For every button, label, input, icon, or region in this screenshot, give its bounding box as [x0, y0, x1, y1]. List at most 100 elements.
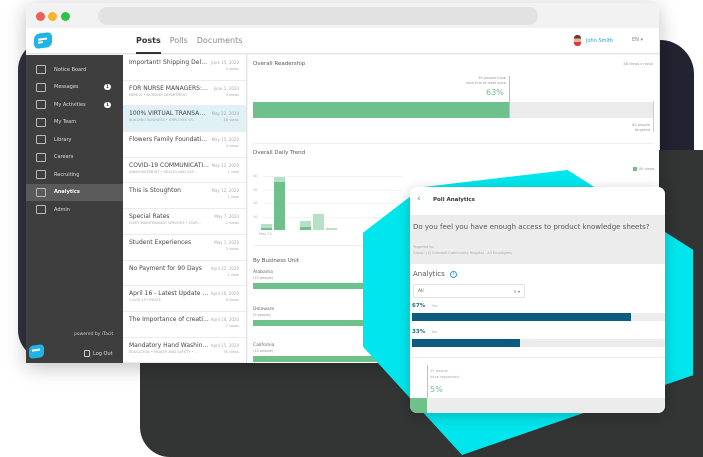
gridline	[263, 217, 403, 218]
post-category: EDUCATION • HEALTH AND SAFETY • ...	[129, 349, 199, 354]
responded-count-sub: have responded	[430, 375, 459, 379]
avatar	[574, 35, 581, 46]
responded-count: 15 people	[430, 369, 448, 373]
poll-analytics-card: ‹ Poll Analytics Do you feel you have en…	[410, 187, 665, 413]
post-views: 48 views	[223, 118, 239, 123]
filter-select[interactable]: All × ▾	[413, 284, 525, 298]
list-item[interactable]: Special Rates FLEET MAINTENANCE SERVICES …	[123, 209, 246, 235]
readership-percent: 63%	[486, 88, 504, 97]
messages-icon	[36, 82, 46, 92]
close-window-button[interactable]	[36, 12, 45, 21]
info-icon[interactable]: i	[449, 270, 457, 278]
post-views: 30 views	[223, 349, 239, 354]
top-navigation: Posts Polls Documents John Smith EN ▾	[26, 28, 659, 54]
sidebar-item-admin[interactable]: Admin	[26, 201, 123, 219]
post-views: 1 view	[227, 195, 239, 200]
sidebar-item-library[interactable]: Library	[26, 131, 123, 149]
minimize-window-button[interactable]	[48, 12, 57, 21]
sidebar-item-label: Messages	[54, 84, 79, 91]
post-date: April 16, 2020	[210, 291, 239, 297]
unit-people: (5 people)	[253, 313, 271, 317]
post-date: June 15, 2020	[211, 60, 239, 65]
poll-question-box: Do you feel you have enough access to pr…	[410, 215, 665, 264]
messages-badge: 1	[104, 84, 111, 91]
tab-posts[interactable]: Posts	[136, 36, 161, 54]
legend-swatch-icon	[633, 167, 637, 171]
post-date: April 15, 2020	[210, 342, 239, 348]
tab-documents[interactable]: Documents	[196, 36, 243, 45]
notice-board-icon	[36, 65, 46, 75]
option-label: Yes	[432, 304, 438, 308]
section-divider	[253, 143, 653, 144]
option-bar-track	[412, 339, 665, 347]
post-title: April 16 - Latest Update o...	[129, 290, 209, 298]
sidebar-item-label: Recruiting	[54, 171, 80, 178]
post-views: 1 view	[227, 169, 239, 174]
poll-question: Do you feel you have enough access to pr…	[413, 223, 650, 231]
list-item[interactable]: Flowers Family Foundatio... May 15, 2020 4…	[123, 132, 246, 158]
post-date: April 16, 2020	[210, 316, 239, 322]
sidebar-item-notice-board[interactable]: Notice Board	[26, 61, 123, 79]
unit-bar	[253, 283, 403, 289]
content-tabs: Posts Polls Documents	[136, 36, 243, 54]
unit-name: Alabama	[253, 270, 273, 275]
app-logo-icon[interactable]	[34, 31, 52, 50]
sidebar-item-recruiting[interactable]: Recruiting	[26, 166, 123, 184]
trend-bar	[326, 228, 337, 230]
targeted-count: 62 people	[632, 123, 650, 127]
y-tick: 30	[253, 188, 258, 192]
list-item[interactable]: The Importance of creati... April 16, 202…	[123, 312, 246, 338]
list-item[interactable]: No Payment for 90 Days April 22, 2020 1 vi…	[123, 261, 246, 287]
response-marker	[427, 365, 428, 413]
list-item[interactable]: COVID-19 COMMUNICATI... ANNOUNCEMENT • HE…	[123, 158, 246, 184]
sidebar-item-my-team[interactable]: My Team	[26, 114, 123, 132]
logout-icon	[84, 350, 90, 357]
response-bar	[410, 398, 427, 413]
maximize-window-button[interactable]	[61, 12, 70, 21]
library-icon	[36, 135, 46, 145]
logout-button[interactable]: Log Out	[84, 350, 113, 357]
y-tick: 10	[253, 215, 258, 219]
post-category: COVID-19 UPDATE	[129, 298, 161, 303]
sidebar-item-my-activities[interactable]: My Activities 1	[26, 96, 123, 114]
responded-percent: 5%	[430, 385, 443, 394]
list-item[interactable]: 100% VIRTUAL TRANSACT... BUILDING BUSINES…	[123, 106, 246, 133]
sidebar-item-label: Admin	[54, 206, 70, 213]
powered-by-text: powered by iTacit	[74, 332, 114, 337]
unit-name: Delaware	[253, 307, 275, 312]
post-views: 2 views	[225, 221, 239, 226]
targeted-marker	[653, 102, 654, 132]
post-views: 9 views	[225, 298, 239, 303]
post-date: April 22, 2020	[210, 265, 239, 271]
post-title: Special Rates	[129, 213, 170, 221]
post-category: MEMOS • NURSING DEPARTMENT	[129, 92, 188, 97]
sidebar-item-analytics[interactable]: Analytics	[26, 183, 123, 201]
gridline	[263, 176, 403, 177]
list-item[interactable]: April 16 - Latest Update o... COVID-19 UP…	[123, 286, 246, 312]
list-item[interactable]: This is Stoughton May 12, 2020 1 view	[123, 183, 246, 210]
unit-bar	[253, 320, 403, 326]
back-chevron-icon[interactable]: ‹	[417, 194, 421, 204]
trend-bar	[300, 227, 311, 230]
sidebar-item-careers[interactable]: Careers	[26, 149, 123, 167]
list-item[interactable]: Important! Shipping Dela... June 15, 2020…	[123, 55, 246, 81]
post-title: Mandatory Hand Washin...	[129, 341, 209, 349]
list-item[interactable]: FOR NURSE MANAGERS: S... MEMOS • NURSING …	[123, 81, 246, 107]
option-percent: 33%	[412, 329, 426, 335]
business-unit-title: By Business Unit	[253, 258, 299, 264]
list-item[interactable]: Student Experiences May 1, 2020 3 views	[123, 235, 246, 261]
post-date: May 12, 2020	[211, 162, 239, 168]
unit-people: (12 people)	[253, 349, 274, 353]
language-selector[interactable]: EN ▾	[632, 37, 643, 43]
user-menu[interactable]: John Smith	[574, 35, 613, 46]
sidebar-item-messages[interactable]: Messages 1	[26, 79, 123, 97]
post-views: 7 views	[225, 323, 239, 328]
address-bar[interactable]	[98, 7, 538, 25]
readership-marker	[509, 76, 510, 118]
clear-and-dropdown-icon[interactable]: × ▾	[513, 289, 520, 294]
analytics-label: Analytics	[413, 270, 445, 278]
post-category: BUILDING BUSINESS • EMPLOYEE SP...	[129, 118, 196, 123]
list-item[interactable]: Mandatory Hand Washin... EDUCATION • HEAL…	[123, 338, 246, 363]
admin-icon	[36, 205, 46, 215]
tab-polls[interactable]: Polls	[169, 36, 188, 45]
